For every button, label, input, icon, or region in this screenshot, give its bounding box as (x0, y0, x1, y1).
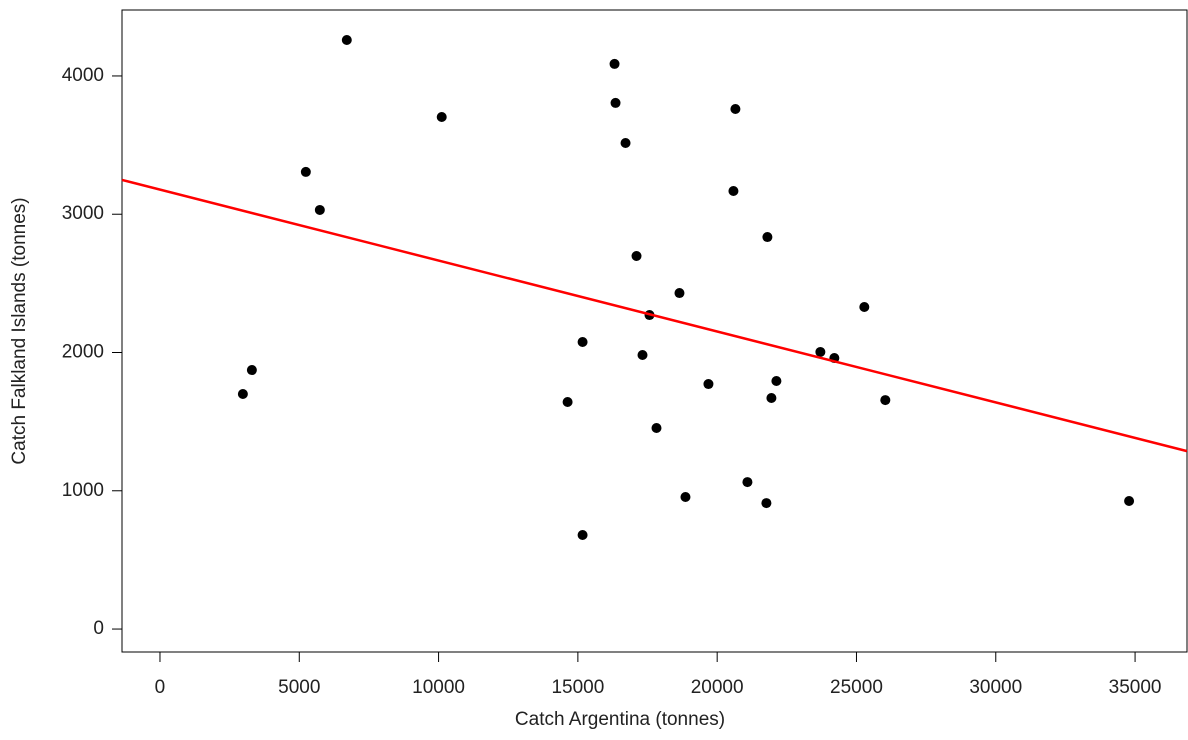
point (562, 397, 573, 408)
point (237, 388, 248, 399)
point (246, 365, 257, 376)
point (742, 477, 753, 488)
point (314, 204, 325, 215)
point (341, 35, 352, 46)
x-tick-label: 30000 (969, 677, 1022, 698)
point (766, 392, 777, 403)
point (880, 395, 891, 406)
point (300, 166, 311, 177)
point (762, 232, 773, 243)
point (674, 288, 685, 299)
point (620, 138, 631, 149)
point (577, 336, 588, 347)
point (610, 97, 621, 108)
point (651, 422, 662, 433)
point (771, 375, 782, 386)
y-tick-label: 4000 (62, 65, 104, 86)
x-axis-title: Catch Argentina (tonnes) (515, 709, 725, 730)
point (609, 58, 620, 69)
point (436, 112, 447, 123)
point (815, 346, 826, 357)
point (859, 302, 870, 313)
y-tick-label: 3000 (62, 203, 104, 224)
y-tick-label: 0 (93, 618, 104, 639)
point (761, 498, 772, 509)
y-axis-title: Catch Falkland Islands (tonnes) (9, 197, 30, 464)
regression-line (121, 178, 1188, 453)
y-tick-label: 1000 (62, 480, 104, 501)
point (1124, 496, 1135, 507)
x-tick-label: 25000 (830, 677, 883, 698)
x-tick-label: 20000 (691, 677, 744, 698)
point (631, 250, 642, 261)
point (577, 530, 588, 541)
plot-frame (121, 9, 1188, 653)
x-tick-label: 15000 (551, 677, 604, 698)
x-tick-label: 5000 (278, 677, 320, 698)
point (730, 104, 741, 115)
point (728, 185, 739, 196)
point (703, 379, 714, 390)
x-tick-label: 0 (155, 677, 166, 698)
y-tick-label: 2000 (62, 342, 104, 363)
x-tick-label: 35000 (1109, 677, 1162, 698)
point (637, 349, 648, 360)
x-tick-label: 10000 (412, 677, 465, 698)
point (680, 491, 691, 502)
